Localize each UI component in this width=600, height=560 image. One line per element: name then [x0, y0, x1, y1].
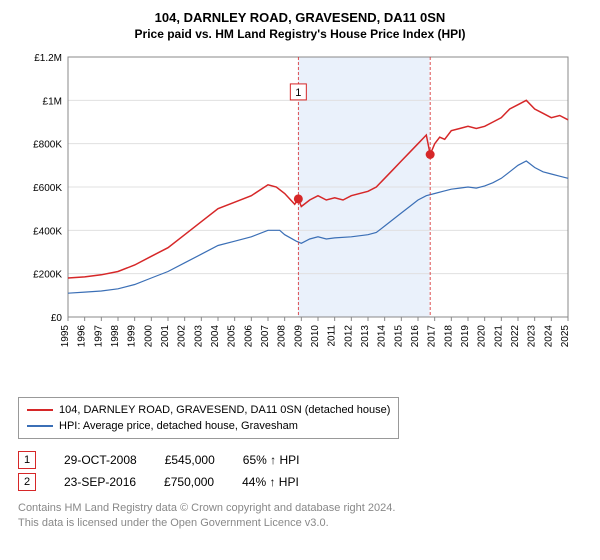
chart-subtitle: Price paid vs. HM Land Registry's House … — [18, 27, 582, 41]
chart-container: £0 £200K £400K £600K £800K £1M £1.2M 1995 1996 19… — [18, 47, 578, 387]
svg-text:1999: 1999 — [127, 325, 138, 348]
annotation-badge-2: 2 — [18, 473, 36, 491]
attribution-text: Contains HM Land Registry data © Crown c… — [18, 501, 582, 531]
svg-text:£800K: £800K — [33, 140, 62, 151]
svg-text:1: 1 — [295, 87, 301, 99]
annotation-price-2: £750,000 — [164, 475, 214, 489]
svg-text:1995: 1995 — [60, 325, 71, 348]
svg-text:2024: 2024 — [543, 325, 554, 348]
svg-text:2012: 2012 — [343, 325, 354, 348]
legend-label-1: 104, DARNLEY ROAD, GRAVESEND, DA11 0SN (… — [59, 404, 390, 416]
legend-row-series1: 104, DARNLEY ROAD, GRAVESEND, DA11 0SN (… — [27, 402, 390, 418]
svg-text:2008: 2008 — [277, 325, 288, 348]
svg-text:2010: 2010 — [310, 325, 321, 348]
annotation-date-1: 29-OCT-2008 — [64, 453, 137, 467]
svg-text:2009: 2009 — [293, 325, 304, 348]
svg-text:2003: 2003 — [193, 325, 204, 348]
svg-text:2018: 2018 — [443, 325, 454, 348]
svg-text:2002: 2002 — [177, 325, 188, 348]
annotation-badge-1: 1 — [18, 451, 36, 469]
svg-text:2017: 2017 — [427, 325, 438, 348]
attribution-line-2: This data is licensed under the Open Gov… — [18, 516, 582, 531]
svg-text:2016: 2016 — [410, 325, 421, 348]
price-line-chart: £0 £200K £400K £600K £800K £1M £1.2M 1995 1996 19… — [18, 47, 578, 387]
svg-text:£600K: £600K — [33, 183, 62, 194]
legend-swatch-1 — [27, 409, 53, 411]
svg-text:2021: 2021 — [493, 325, 504, 348]
svg-text:1996: 1996 — [77, 325, 88, 348]
svg-text:2005: 2005 — [227, 325, 238, 348]
annotation-row-1: 1 29-OCT-2008 £545,000 65% ↑ HPI — [18, 449, 582, 471]
legend-label-2: HPI: Average price, detached house, Grav… — [59, 420, 298, 432]
svg-text:1998: 1998 — [110, 325, 121, 348]
annotation-delta-1: 65% ↑ HPI — [243, 453, 300, 467]
chart-legend: 104, DARNLEY ROAD, GRAVESEND, DA11 0SN (… — [18, 397, 399, 439]
svg-text:£1M: £1M — [43, 96, 62, 107]
svg-text:2000: 2000 — [143, 325, 154, 348]
legend-row-series2: HPI: Average price, detached house, Grav… — [27, 418, 390, 434]
svg-text:£0: £0 — [51, 313, 63, 324]
svg-text:2020: 2020 — [477, 325, 488, 348]
legend-swatch-2 — [27, 425, 53, 427]
svg-text:2001: 2001 — [160, 325, 171, 348]
svg-text:2015: 2015 — [393, 325, 404, 348]
svg-text:2007: 2007 — [260, 325, 271, 348]
svg-text:2004: 2004 — [210, 325, 221, 348]
svg-text:2023: 2023 — [527, 325, 538, 348]
svg-text:2006: 2006 — [243, 325, 254, 348]
annotation-table: 1 29-OCT-2008 £545,000 65% ↑ HPI 2 23-SE… — [18, 449, 582, 493]
chart-title: 104, DARNLEY ROAD, GRAVESEND, DA11 0SN — [18, 10, 582, 25]
annotation-price-1: £545,000 — [165, 453, 215, 467]
svg-text:2014: 2014 — [377, 325, 388, 348]
svg-text:1997: 1997 — [93, 325, 104, 348]
svg-text:2019: 2019 — [460, 325, 471, 348]
svg-text:2025: 2025 — [560, 325, 571, 348]
svg-text:2022: 2022 — [510, 325, 521, 348]
svg-text:2011: 2011 — [327, 325, 338, 347]
svg-text:£400K: £400K — [33, 226, 62, 237]
annotation-delta-2: 44% ↑ HPI — [242, 475, 299, 489]
svg-text:£1.2M: £1.2M — [34, 53, 62, 64]
svg-text:£200K: £200K — [33, 270, 62, 281]
annotation-date-2: 23-SEP-2016 — [64, 475, 136, 489]
attribution-line-1: Contains HM Land Registry data © Crown c… — [18, 501, 582, 516]
annotation-row-2: 2 23-SEP-2016 £750,000 44% ↑ HPI — [18, 471, 582, 493]
svg-text:2013: 2013 — [360, 325, 371, 348]
